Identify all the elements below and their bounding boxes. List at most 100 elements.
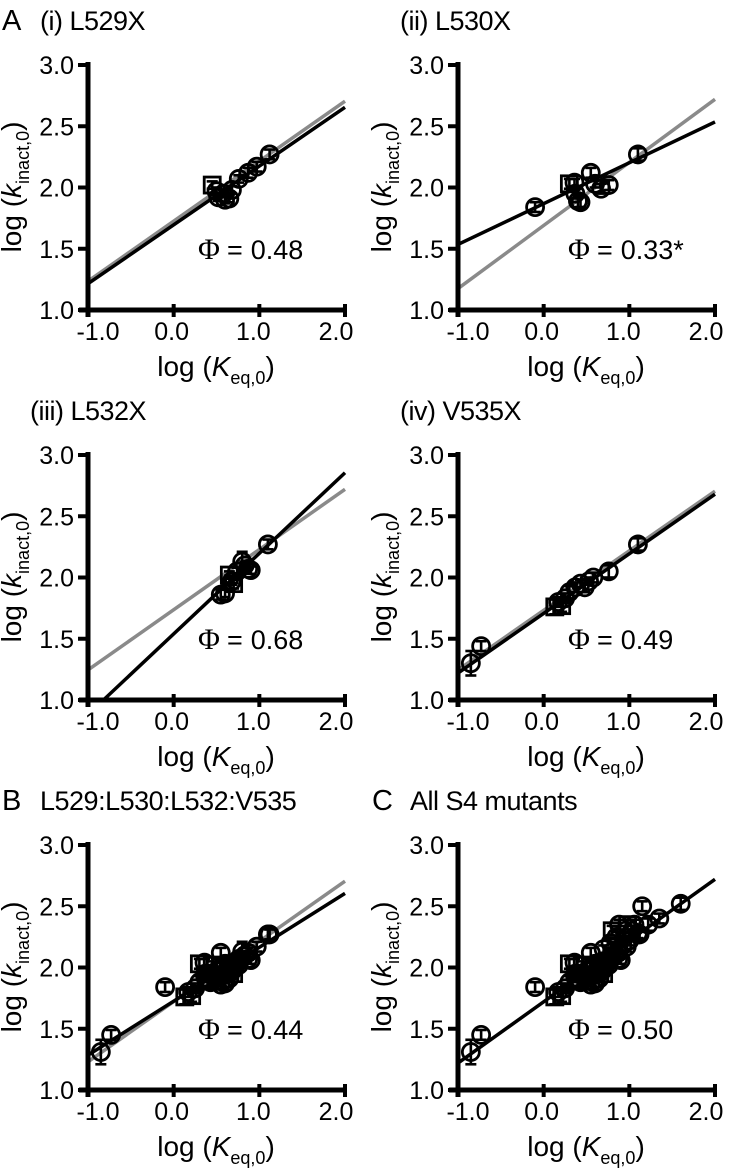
- panel-b: B L529:L530:L532:V535 1.0 1.5 2.0 2.5 3.0 -1.0 0…: [0, 780, 370, 1170]
- y-tick-label: 1.5: [39, 236, 74, 264]
- y-tick-label: 2.0: [409, 955, 444, 983]
- x-axis-label: log (Keq,0): [527, 1131, 645, 1168]
- y-tick-label: 3.0: [39, 832, 74, 860]
- data-point-circle: [90, 1038, 111, 1066]
- data-point-circle: [525, 977, 546, 998]
- data-point-circle: [155, 977, 176, 998]
- panel-a-iv: (iv) V535X 1.0 1.5 2.0 2.5 3.0 -1.0 0.0 1.0 2.0 Φ =…: [370, 390, 740, 780]
- data-point-circle: [598, 175, 619, 195]
- y-tick-label: 3.0: [409, 832, 444, 860]
- y-axis-label: log (kinact,0): [370, 902, 403, 1033]
- data-point-circle: [228, 951, 249, 972]
- y-tick-label: 3.0: [409, 442, 444, 470]
- data-point-circle: [471, 1024, 492, 1045]
- data-point-circle: [240, 560, 261, 581]
- y-tick-label: 2.5: [39, 893, 74, 921]
- data-point-circle: [471, 636, 492, 657]
- x-tick-label: 0.0: [154, 1098, 189, 1126]
- x-tick-label: 1.0: [236, 708, 271, 736]
- panel-title: (i) L529X: [40, 6, 146, 36]
- y-tick-label: 1.5: [39, 1016, 74, 1044]
- y-tick-label: 1.5: [409, 236, 444, 264]
- data-point-circle: [649, 908, 670, 929]
- x-tick-label: 2.0: [319, 1098, 354, 1126]
- panel-a-ii: (ii) L530X 1.0 1.5 2.0 2.5 3.0 -1.0 0.0 1.0 2.0 Φ =…: [370, 0, 740, 390]
- data-point-circle: [246, 156, 267, 177]
- panel-c: C All S4 mutants 1.0 1.5 2.0 2.5 3.0 -1.0 0.0 1.0…: [370, 780, 740, 1170]
- panel-a-iii: (iii) L532X 1.0 1.5 2.0 2.5 3.0 -1.0 0.0 1.0 2.0 Φ…: [0, 390, 370, 780]
- x-axis-label: log (Keq,0): [157, 741, 275, 778]
- y-axis-label: log (kinact,0): [0, 512, 33, 643]
- x-tick-label: 0.0: [154, 708, 189, 736]
- data-point-circle: [627, 534, 648, 555]
- panel-letter: A: [2, 5, 22, 37]
- x-tick-label: -1.0: [446, 708, 489, 736]
- data-point-circle: [580, 162, 601, 183]
- x-tick-label: 2.0: [689, 1098, 724, 1126]
- y-tick-label: 2.5: [409, 503, 444, 531]
- x-tick-label: 0.0: [524, 1098, 559, 1126]
- y-tick-label: 2.0: [409, 175, 444, 203]
- panel-a-ii-plot: (ii) L530X 1.0 1.5 2.0 2.5 3.0 -1.0 0.0 1.0 2.0 Φ =…: [370, 6, 724, 388]
- x-tick-label: -1.0: [446, 318, 489, 346]
- data-point-circle: [670, 893, 691, 914]
- panel-a-i: A (i) L529X 1.0 1.5 2.0 2.5 3.0 -1.0 0.0 1.0 2.0 Φ =…: [0, 0, 370, 390]
- panel-letter: C: [372, 785, 392, 817]
- y-axis-label: log (kinact,0): [370, 512, 403, 643]
- phi-annotation: Φ = 0.44: [198, 1013, 303, 1046]
- data-point-circle: [632, 896, 653, 917]
- panel-c-plot: C All S4 mutants 1.0 1.5 2.0 2.5 3.0 -1.0 0.0 1.0…: [370, 785, 724, 1168]
- x-tick-label: 2.0: [319, 708, 354, 736]
- y-tick-label: 1.0: [409, 1077, 444, 1105]
- y-tick-label: 2.5: [39, 503, 74, 531]
- reference-line: [86, 487, 347, 672]
- y-axis-label: log (kinact,0): [370, 122, 403, 253]
- data-point-circle: [259, 144, 280, 165]
- y-tick-label: 2.0: [39, 955, 74, 983]
- x-axis-label: log (Keq,0): [157, 351, 275, 388]
- panel-a-iii-plot: (iii) L532X 1.0 1.5 2.0 2.5 3.0 -1.0 0.0 1.0 2.0 Φ…: [0, 396, 354, 778]
- phi-annotation: Φ = 0.49: [568, 623, 673, 656]
- panel-title: L529:L530:L532:V535: [40, 786, 296, 816]
- x-tick-label: 1.0: [606, 318, 641, 346]
- y-tick-label: 1.0: [39, 687, 74, 715]
- x-tick-label: 1.0: [236, 318, 271, 346]
- y-tick-label: 3.0: [39, 442, 74, 470]
- panel-title: (ii) L530X: [400, 6, 511, 36]
- x-axis-label: log (Keq,0): [157, 1131, 275, 1168]
- x-tick-label: -1.0: [76, 1098, 119, 1126]
- phi-annotation: Φ = 0.50: [568, 1013, 673, 1046]
- x-tick-label: -1.0: [446, 1098, 489, 1126]
- data-point-circle: [559, 972, 580, 993]
- x-axis-label: log (Keq,0): [527, 351, 645, 388]
- y-tick-label: 2.0: [39, 175, 74, 203]
- data-point-circle: [598, 561, 619, 582]
- y-tick-label: 1.5: [409, 626, 444, 654]
- x-tick-label: 2.0: [689, 318, 724, 346]
- x-tick-label: -1.0: [76, 708, 119, 736]
- y-tick-label: 2.5: [409, 893, 444, 921]
- panel-letter: B: [2, 785, 21, 817]
- y-tick-label: 2.5: [39, 113, 74, 141]
- y-axis-label: log (kinact,0): [0, 122, 33, 253]
- panel-title: (iv) V535X: [400, 396, 522, 426]
- x-axis-label: log (Keq,0): [527, 741, 645, 778]
- phi-annotation: Φ = 0.33*: [568, 233, 684, 266]
- panel-b-plot: B L529:L530:L532:V535 1.0 1.5 2.0 2.5 3.0 -1.0 0…: [0, 785, 354, 1168]
- x-tick-label: 2.0: [689, 708, 724, 736]
- x-tick-label: 1.0: [236, 1098, 271, 1126]
- data-point-circle: [525, 197, 546, 218]
- x-tick-label: 2.0: [319, 318, 354, 346]
- y-tick-label: 2.5: [409, 113, 444, 141]
- phi-annotation: Φ = 0.48: [198, 233, 303, 266]
- data-point-circle: [257, 534, 278, 555]
- y-tick-label: 2.0: [39, 565, 74, 593]
- data-point-circle: [101, 1024, 122, 1045]
- panel-a-iv-plot: (iv) V535X 1.0 1.5 2.0 2.5 3.0 -1.0 0.0 1.0 2.0 Φ =…: [370, 396, 724, 778]
- y-tick-label: 1.5: [39, 626, 74, 654]
- y-tick-label: 3.0: [39, 52, 74, 80]
- y-tick-label: 1.0: [39, 1077, 74, 1105]
- data-point-circle: [257, 924, 278, 945]
- phi-annotation: Φ = 0.68: [198, 623, 303, 656]
